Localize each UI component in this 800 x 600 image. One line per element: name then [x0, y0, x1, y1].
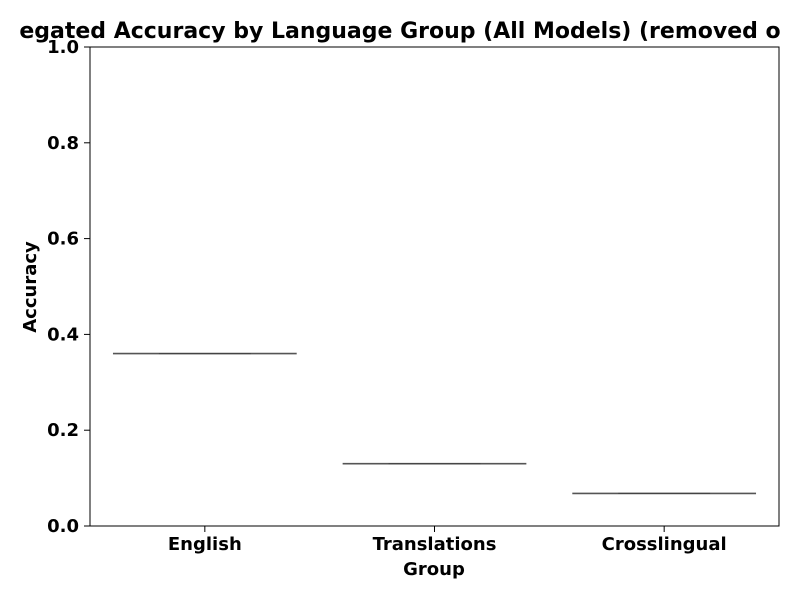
chart-title: egated Accuracy by Language Group (All M… — [19, 19, 780, 44]
y-tick-label: 1.0 — [47, 37, 79, 58]
y-tick-label: 0.2 — [47, 420, 79, 441]
x-axis-label: Group — [403, 559, 465, 580]
plot-area-frame — [89, 46, 780, 527]
x-axis: English Translations Crosslingual — [168, 526, 727, 555]
y-tick-label: 0.8 — [47, 133, 79, 154]
y-tick-label: 0.4 — [47, 324, 79, 345]
y-axis: 0.0 0.2 0.4 0.6 0.8 1.0 — [47, 37, 90, 537]
box-series — [112, 352, 757, 495]
x-tick-label: English — [168, 534, 242, 555]
x-tick-label: Crosslingual — [602, 534, 727, 555]
x-tick-label: Translations — [373, 534, 497, 555]
y-tick-label: 0.0 — [47, 516, 79, 537]
y-tick-label: 0.6 — [47, 229, 79, 250]
y-axis-label: Accuracy — [20, 241, 41, 333]
